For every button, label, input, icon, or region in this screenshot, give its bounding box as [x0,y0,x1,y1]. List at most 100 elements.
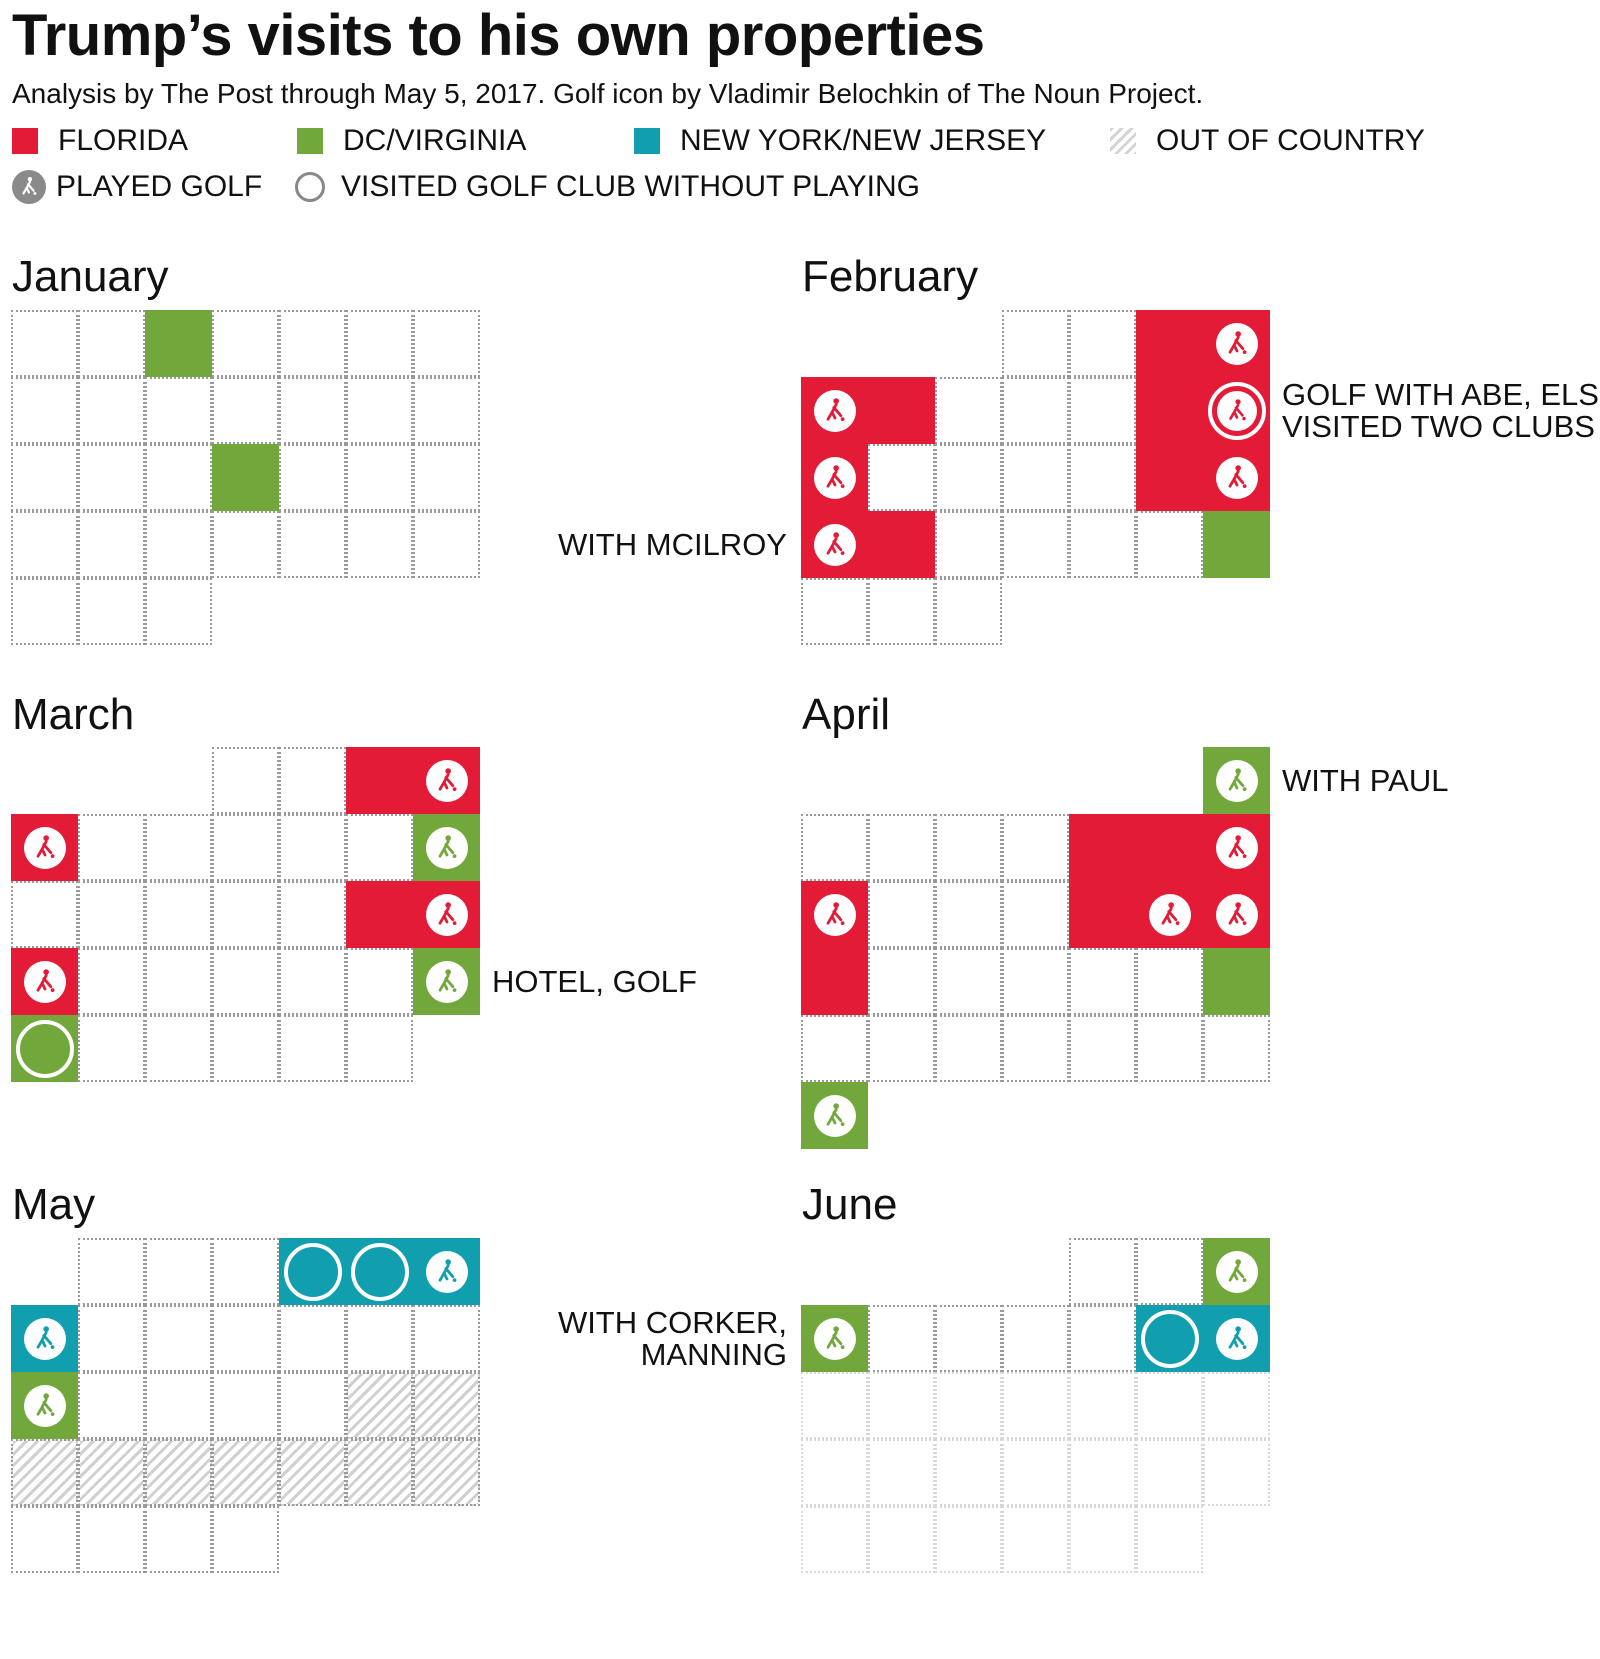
day-cell [1069,1305,1136,1372]
day-cell [212,1506,279,1573]
day-cell [1002,881,1069,948]
day-cell [279,1439,346,1506]
day-cell [78,1439,145,1506]
day-cell [868,444,935,511]
day-cell [212,948,279,1015]
day-cell [279,814,346,881]
day-cell [78,1506,145,1573]
day-cell [868,511,935,578]
legend-visited-club: VISITED GOLF CLUB WITHOUT PLAYING [295,170,920,204]
golfer-icon [425,893,468,936]
day-cell [78,444,145,511]
day-cell [279,1305,346,1372]
day-cell [212,881,279,948]
day-cell [78,814,145,881]
day-cell [11,881,78,948]
day-cell [212,444,279,511]
day-cell [801,377,868,444]
day-cell [212,1238,279,1305]
day-cell [413,511,480,578]
golfer-icon [1148,893,1191,936]
legend-out-of-country-label: OUT OF COUNTRY [1156,124,1425,157]
month-title-april: April [802,690,891,739]
month-title-march: March [12,690,135,739]
day-cell [78,310,145,377]
day-cell [1203,1372,1270,1439]
day-cell [413,948,480,1015]
golfer-icon [23,826,66,869]
day-cell [1136,1305,1203,1372]
day-cell [346,747,413,814]
day-cell [1069,310,1136,377]
day-cell [801,1082,868,1149]
day-cell [935,814,1002,881]
day-cell [145,578,212,645]
day-cell [1002,1305,1069,1372]
golfer-icon [425,759,468,802]
day-cell [1203,1015,1270,1082]
day-cell [1203,377,1270,444]
legend-nynj-swatch [634,128,660,154]
day-cell [145,1015,212,1082]
club-ring-icon [283,1242,342,1301]
day-cell [1136,511,1203,578]
day-cell [801,578,868,645]
day-cell [346,948,413,1015]
golfer-icon [1215,893,1258,936]
day-cell [346,814,413,881]
day-cell [935,444,1002,511]
legend-nynj-label: NEW YORK/NEW JERSEY [680,124,1047,157]
day-cell [1136,881,1203,948]
golfer-icon [425,960,468,1003]
day-cell [1136,948,1203,1015]
day-cell [11,1372,78,1439]
day-cell [346,1372,413,1439]
day-cell [868,948,935,1015]
day-cell [279,948,346,1015]
day-cell [11,948,78,1015]
day-cell [145,444,212,511]
day-cell [1069,881,1136,948]
day-cell [145,948,212,1015]
day-cell [279,444,346,511]
day-cell [935,1372,1002,1439]
day-cell [868,1305,935,1372]
day-cell [11,814,78,881]
day-cell [1203,1439,1270,1506]
day-cell [1002,1506,1069,1573]
day-cell [1002,511,1069,578]
day-cell [1002,310,1069,377]
day-cell [801,1372,868,1439]
legend-dcvirginia-label: DC/VIRGINIA [343,124,527,157]
day-cell [1203,747,1270,814]
legend-out-of-country: OUT OF COUNTRY [1110,124,1425,158]
day-cell [1002,1015,1069,1082]
day-cell [78,511,145,578]
day-cell [346,1305,413,1372]
day-cell [935,881,1002,948]
golfer-icon [425,826,468,869]
day-cell [212,377,279,444]
day-cell [145,1238,212,1305]
day-cell [212,511,279,578]
day-cell [868,578,935,645]
day-cell [1136,1506,1203,1573]
day-cell [1136,814,1203,881]
day-cell [1002,814,1069,881]
day-cell [1069,1015,1136,1082]
golfer-icon [813,523,856,566]
day-cell [1069,444,1136,511]
day-cell [11,1305,78,1372]
day-cell [11,377,78,444]
day-cell [1069,1372,1136,1439]
day-cell [11,578,78,645]
day-cell [11,1015,78,1082]
ring-icon [295,172,325,202]
golfer-icon [1215,322,1258,365]
chart-subtitle: Analysis by The Post through May 5, 2017… [12,78,1204,109]
day-cell [78,1372,145,1439]
day-cell [78,948,145,1015]
chart-title: Trump’s visits to his own properties [12,3,985,68]
legend-dcvirginia-swatch [297,128,323,154]
day-cell [1002,948,1069,1015]
